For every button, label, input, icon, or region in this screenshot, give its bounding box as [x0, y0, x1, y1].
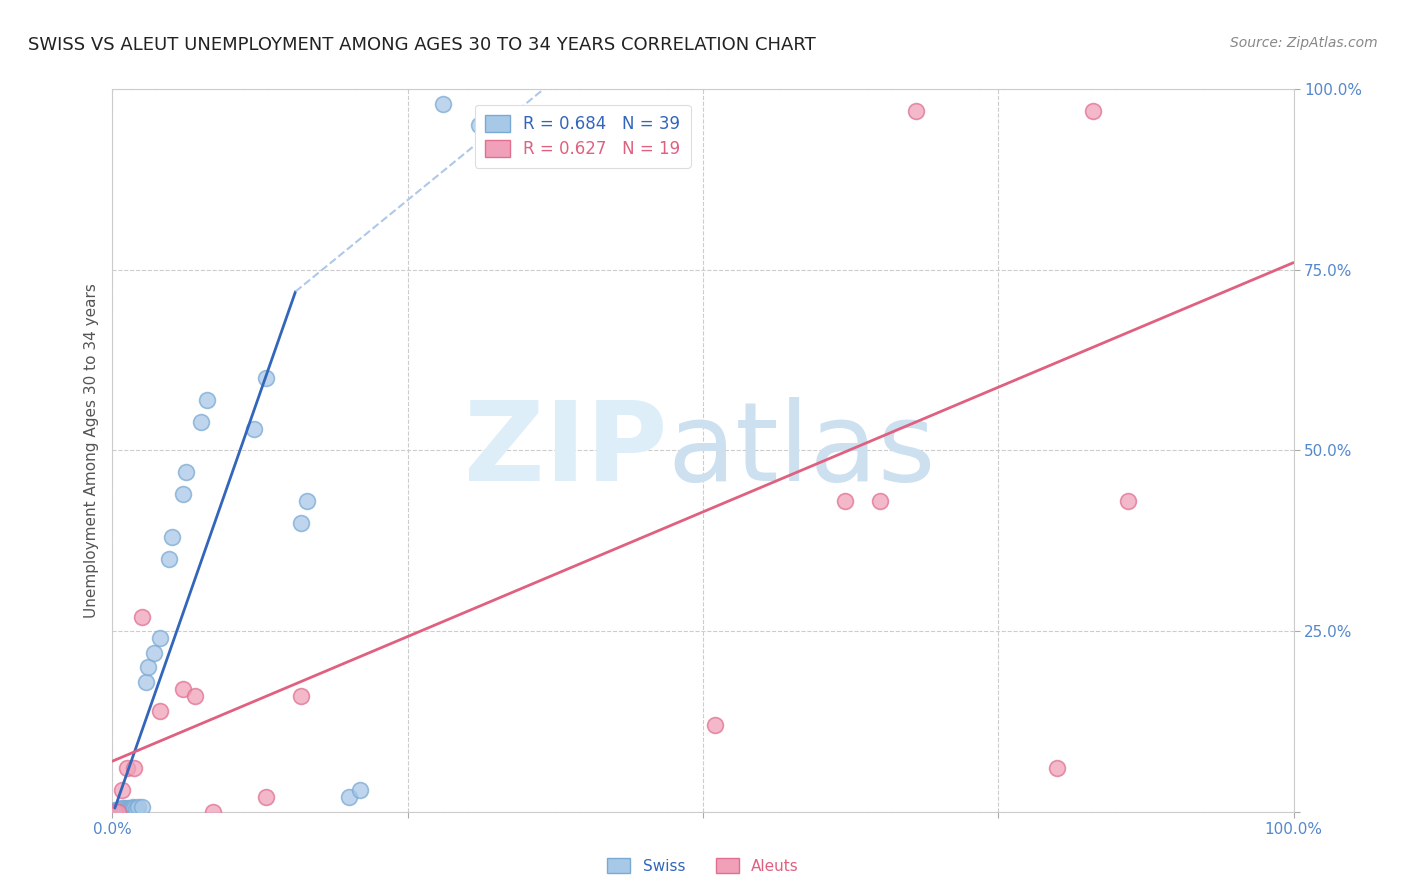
- Text: Source: ZipAtlas.com: Source: ZipAtlas.com: [1230, 36, 1378, 50]
- Point: [104, 805, 127, 819]
- Point: [121, 800, 143, 814]
- Point: [149, 704, 172, 718]
- Point: [172, 487, 194, 501]
- Point: [111, 783, 134, 797]
- Point: [160, 530, 183, 544]
- Point: [120, 802, 142, 816]
- Point: [297, 494, 319, 508]
- Point: [904, 103, 927, 118]
- Point: [190, 415, 212, 429]
- Point: [1081, 103, 1104, 118]
- Point: [135, 674, 157, 689]
- Point: [110, 803, 132, 817]
- Point: [105, 803, 128, 817]
- Point: [108, 802, 131, 816]
- Point: [172, 681, 194, 696]
- Y-axis label: Unemployment Among Ages 30 to 34 years: Unemployment Among Ages 30 to 34 years: [83, 283, 98, 618]
- Point: [118, 803, 141, 817]
- Point: [104, 803, 127, 817]
- Point: [112, 801, 135, 815]
- Point: [703, 718, 725, 732]
- Point: [337, 790, 360, 805]
- Point: [122, 801, 145, 815]
- Point: [290, 516, 312, 530]
- Point: [184, 689, 207, 703]
- Text: SWISS VS ALEUT UNEMPLOYMENT AMONG AGES 30 TO 34 YEARS CORRELATION CHART: SWISS VS ALEUT UNEMPLOYMENT AMONG AGES 3…: [28, 36, 815, 54]
- Point: [125, 802, 148, 816]
- Point: [869, 494, 891, 508]
- Point: [131, 799, 153, 814]
- Point: [174, 465, 197, 479]
- Point: [112, 802, 135, 816]
- Point: [127, 800, 149, 814]
- Point: [254, 371, 277, 385]
- Point: [142, 646, 165, 660]
- Point: [120, 801, 142, 815]
- Point: [149, 632, 172, 646]
- Text: ZIP: ZIP: [464, 397, 668, 504]
- Point: [131, 609, 153, 624]
- Point: [112, 803, 135, 817]
- Point: [122, 761, 145, 775]
- Point: [114, 803, 136, 817]
- Point: [157, 551, 180, 566]
- Point: [1116, 494, 1139, 508]
- Point: [117, 802, 139, 816]
- Point: [195, 392, 218, 407]
- Point: [349, 783, 371, 797]
- Point: [432, 96, 454, 111]
- Point: [111, 803, 134, 817]
- Point: [201, 805, 224, 819]
- Point: [243, 422, 266, 436]
- Point: [115, 761, 138, 775]
- Legend: Swiss, Aleuts: Swiss, Aleuts: [602, 852, 804, 880]
- Point: [136, 660, 159, 674]
- Point: [254, 790, 277, 805]
- Point: [290, 689, 312, 703]
- Text: atlas: atlas: [668, 397, 936, 504]
- Point: [107, 803, 129, 817]
- Point: [1046, 761, 1069, 775]
- Point: [107, 805, 129, 819]
- Legend: R = 0.684   N = 39, R = 0.627   N = 19: R = 0.684 N = 39, R = 0.627 N = 19: [475, 104, 690, 168]
- Point: [834, 494, 856, 508]
- Point: [115, 801, 138, 815]
- Point: [111, 801, 134, 815]
- Point: [467, 119, 489, 133]
